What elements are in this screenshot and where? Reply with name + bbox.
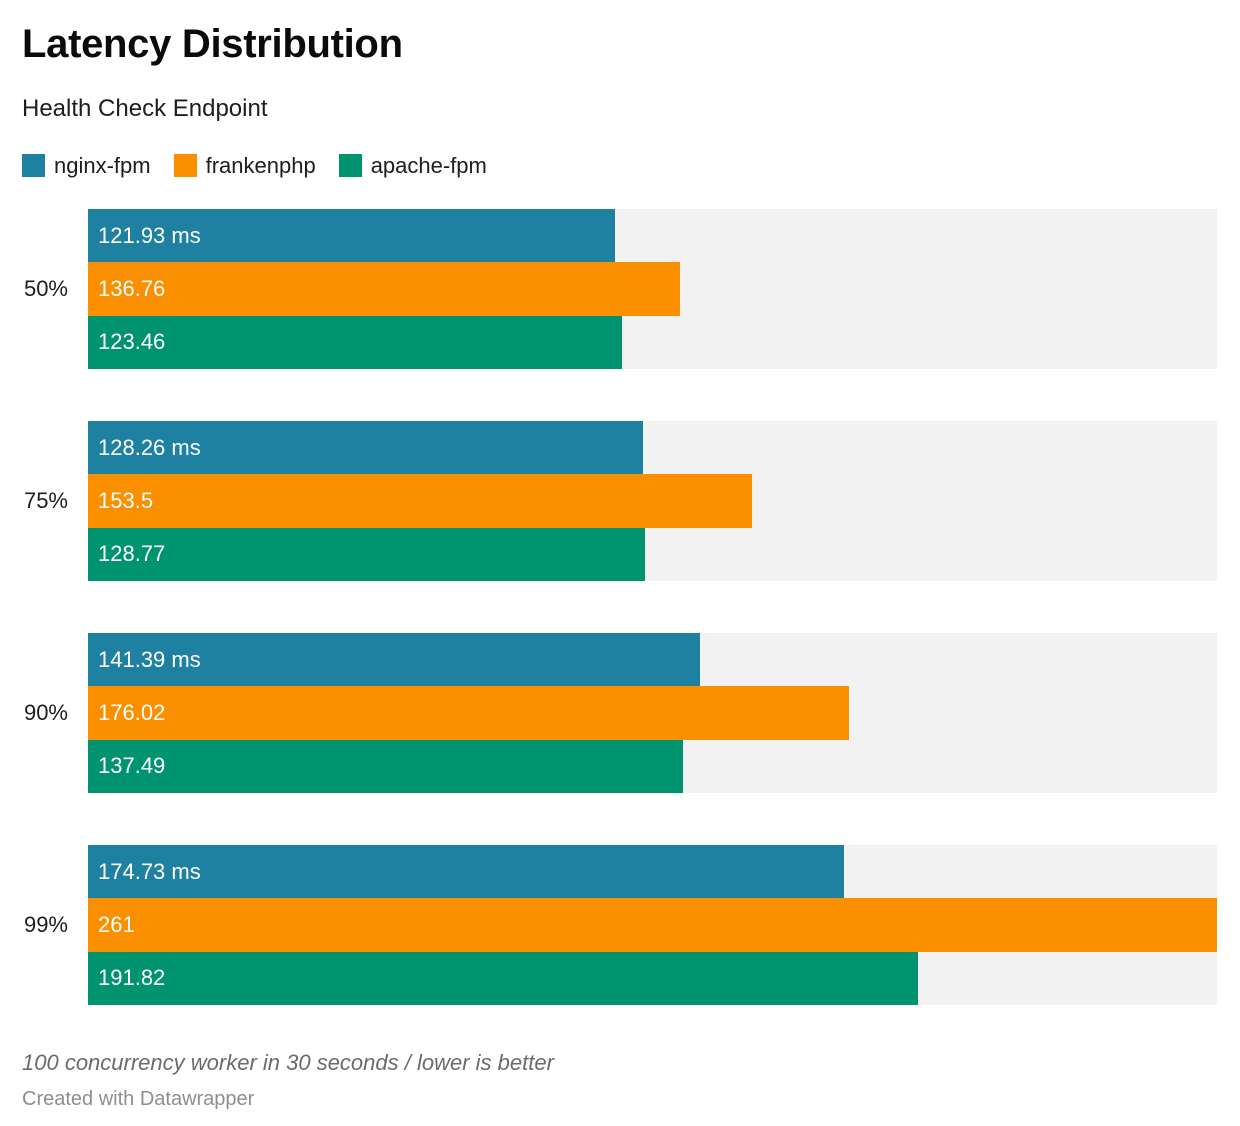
bar-value-label: 137.49 xyxy=(98,753,166,779)
bar-value-label: 123.46 xyxy=(98,329,166,355)
bar-value-label: 191.82 xyxy=(98,965,166,991)
bar-apache-fpm: 128.77 xyxy=(88,527,646,581)
bar-value-label: 261 xyxy=(98,911,135,937)
legend-swatch-icon xyxy=(22,154,45,177)
bar-apache-fpm: 137.49 xyxy=(88,739,683,793)
bar-value-label: 136.76 xyxy=(98,275,166,301)
bar-group-50%: 50% 121.93 ms 136.76 123.46 xyxy=(22,209,1217,369)
bar-group-90%: 90% 141.39 ms 176.02 137.49 xyxy=(22,632,1217,793)
bar-row-apache-fpm: 123.46 xyxy=(88,315,1217,369)
bar-row-apache-fpm: 191.82 xyxy=(88,951,1217,1005)
bar-row-nginx-fpm: 121.93 ms xyxy=(88,209,1217,263)
bar-track: 128.26 ms 153.5 128.77 xyxy=(88,420,1217,581)
bar-value-label: 153.5 xyxy=(98,487,154,513)
legend: nginx-fpm frankenphp apache-fpm xyxy=(22,150,1217,181)
bar-frankenphp: 176.02 xyxy=(88,686,850,740)
legend-label: apache-fpm xyxy=(370,152,487,178)
bar-frankenphp: 136.76 xyxy=(88,262,680,316)
chart-title: Latency Distribution xyxy=(22,22,403,66)
attribution: Created with Datawrapper xyxy=(22,1087,255,1110)
bar-value-label: 121.93 ms xyxy=(98,222,201,248)
bar-group-99%: 99% 174.73 ms 261 191.82 xyxy=(22,844,1217,1005)
bar-group-75%: 75% 128.26 ms 153.5 128.77 xyxy=(22,420,1217,581)
legend-label: nginx-fpm xyxy=(54,152,151,178)
category-label: 75% xyxy=(23,487,68,513)
bar-value-label: 174.73 ms xyxy=(98,858,201,884)
bar-nginx-fpm: 141.39 ms xyxy=(88,632,700,687)
category-label: 50% xyxy=(23,275,68,301)
bar-frankenphp: 261 xyxy=(88,898,1217,952)
bar-row-frankenphp: 176.02 xyxy=(88,686,1217,740)
bar-row-frankenphp: 261 xyxy=(88,898,1217,952)
chart: 50% 121.93 ms 136.76 123.46 75% 128.26 ms 153.… xyxy=(22,209,1217,1005)
legend-item-nginx-fpm: nginx-fpm xyxy=(22,153,151,179)
bar-frankenphp: 153.5 xyxy=(88,474,752,528)
footnote: 100 concurrency worker in 30 seconds / l… xyxy=(22,1049,554,1075)
bar-track: 174.73 ms 261 191.82 xyxy=(88,844,1217,1005)
bar-nginx-fpm: 128.26 ms xyxy=(88,420,643,475)
bar-row-nginx-fpm: 128.26 ms xyxy=(88,420,1217,475)
bar-value-label: 128.26 ms xyxy=(98,434,201,460)
bar-row-frankenphp: 136.76 xyxy=(88,262,1217,316)
category-label: 90% xyxy=(23,699,68,725)
legend-swatch-icon xyxy=(173,154,197,177)
category-label: 99% xyxy=(23,911,68,937)
chart-subtitle: Health Check Endpoint xyxy=(22,95,268,122)
bar-apache-fpm: 191.82 xyxy=(88,951,918,1005)
bar-nginx-fpm: 121.93 ms xyxy=(88,209,616,263)
legend-label: frankenphp xyxy=(205,152,316,178)
bar-track: 141.39 ms 176.02 137.49 xyxy=(88,632,1217,793)
legend-item-apache-fpm: apache-fpm xyxy=(338,152,487,179)
bar-row-nginx-fpm: 174.73 ms xyxy=(88,844,1217,899)
bar-row-apache-fpm: 128.77 xyxy=(88,527,1217,581)
bar-row-apache-fpm: 137.49 xyxy=(88,739,1217,793)
bar-value-label: 176.02 xyxy=(98,699,166,725)
bar-apache-fpm: 123.46 xyxy=(88,315,623,369)
bar-row-frankenphp: 153.5 xyxy=(88,474,1217,528)
bar-row-nginx-fpm: 141.39 ms xyxy=(88,632,1217,687)
bar-track: 121.93 ms 136.76 123.46 xyxy=(88,209,1217,369)
legend-swatch-icon xyxy=(338,154,362,177)
bar-nginx-fpm: 174.73 ms xyxy=(88,844,844,899)
bar-value-label: 128.77 xyxy=(98,541,166,567)
legend-item-frankenphp: frankenphp xyxy=(173,152,316,179)
bar-value-label: 141.39 ms xyxy=(98,646,201,672)
